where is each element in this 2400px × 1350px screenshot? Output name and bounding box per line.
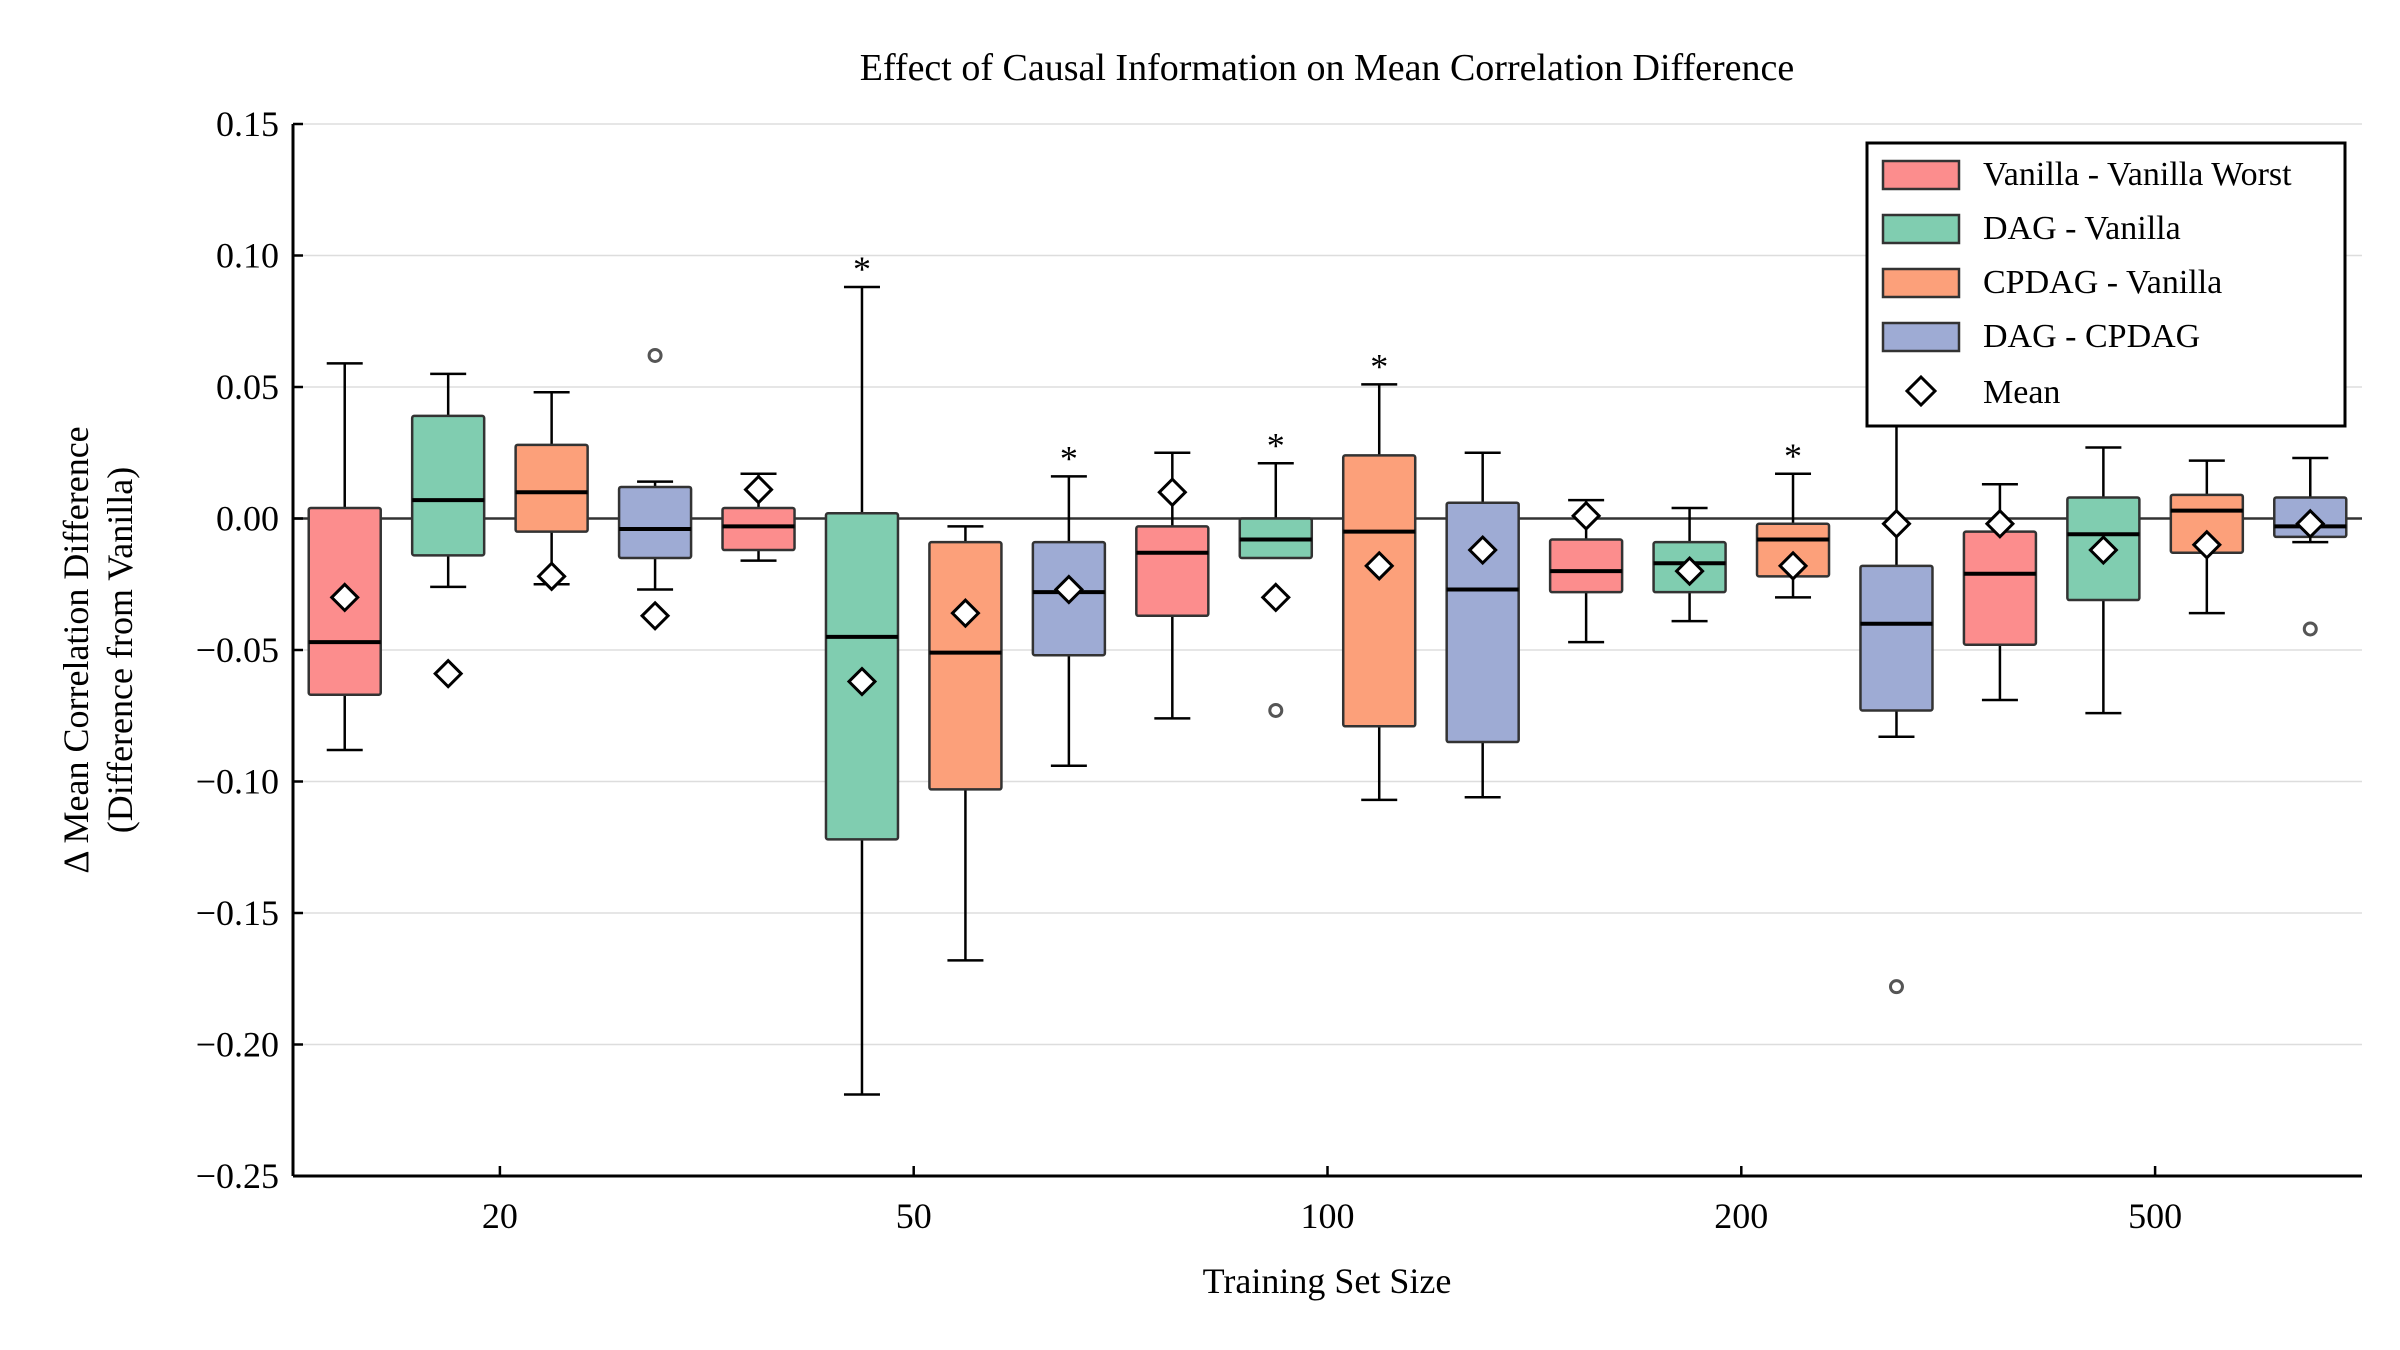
mean-marker — [1984, 508, 2016, 539]
box-100-dag-vanilla: * — [1238, 425, 1314, 718]
box-body — [1962, 530, 2038, 646]
legend-swatch — [1881, 321, 1961, 353]
x-tick-label: 20 — [482, 1196, 518, 1236]
y-tick-label: 0.15 — [216, 104, 279, 144]
significance-marker: * — [1060, 438, 1078, 478]
x-tick-label: 500 — [2128, 1196, 2182, 1236]
mean-marker — [2088, 534, 2119, 566]
box-20-dag-vanilla — [410, 372, 486, 689]
legend-mean-marker — [1904, 374, 1938, 408]
box-100-cpdag-vanilla: * — [1341, 346, 1417, 802]
significance-marker: * — [1370, 346, 1388, 386]
mean-marker — [2191, 529, 2222, 560]
outlier-point — [647, 347, 663, 363]
outlier-point — [1268, 702, 1284, 718]
y-tick-label: −0.10 — [196, 762, 279, 802]
box-body — [617, 485, 693, 560]
box-50-vanilla-vanilla-worst — [721, 472, 796, 562]
y-tick-label: 0.10 — [216, 236, 279, 276]
box-500-dag-vanilla — [2066, 446, 2141, 715]
y-tick-label: −0.25 — [196, 1156, 279, 1196]
significance-marker: * — [853, 249, 871, 289]
box-20-dag-cpdag — [617, 347, 693, 631]
legend-label: CPDAG - Vanilla — [1983, 264, 2222, 301]
box-body — [1445, 501, 1520, 744]
y-axis-label: Δ Mean Correlation Difference — [56, 426, 96, 873]
plot-area: * * * * * 0.15 0.10 0.05 0.00 −0.05 −0.10 −0.15 −0.2… — [196, 104, 2362, 1236]
mean-marker — [536, 561, 567, 592]
mean-marker — [1364, 550, 1395, 581]
outlier-point — [2302, 621, 2318, 637]
x-axis-label: Training Set Size — [1203, 1261, 1452, 1301]
box-500-vanilla-vanilla-worst — [1962, 483, 2038, 702]
y-tick-label: 0.05 — [216, 367, 279, 407]
mean-marker — [433, 658, 464, 689]
mean-marker — [743, 474, 774, 505]
box-body — [1859, 564, 1934, 712]
y-tick-label: 0.00 — [216, 499, 279, 539]
box-200-vanilla-vanilla-worst — [1548, 498, 1624, 644]
box-100-vanilla-vanilla-worst — [1135, 451, 1210, 720]
legend: Vanilla - Vanilla Worst DAG - Vanilla CPDA… — [1865, 141, 2347, 428]
mean-marker — [1571, 500, 1602, 531]
mean-marker — [2295, 508, 2326, 539]
x-tick-label: 200 — [1714, 1196, 1768, 1236]
box-50-cpdag-vanilla — [928, 525, 1003, 962]
legend-label: Vanilla - Vanilla Worst — [1983, 156, 2292, 193]
mean-marker — [1777, 550, 1809, 581]
box-200-cpdag-vanilla: * — [1755, 436, 1831, 599]
mean-marker — [1260, 582, 1291, 613]
box-50-dag-cpdag: * — [1031, 438, 1107, 767]
mean-marker — [1881, 508, 1912, 539]
legend-swatch — [1881, 213, 1961, 245]
box-20-vanilla-vanilla-worst — [307, 362, 382, 752]
y-tick-label: −0.05 — [196, 630, 279, 670]
mean-marker — [1467, 534, 1498, 566]
mean-marker — [1674, 555, 1705, 587]
significance-marker: * — [1267, 425, 1285, 465]
box-body — [928, 540, 1003, 791]
x-tick-label: 100 — [1301, 1196, 1355, 1236]
box-body — [410, 414, 486, 557]
outlier-point — [1888, 979, 1904, 995]
box-body — [514, 443, 589, 533]
box-body — [1135, 525, 1210, 618]
box-body — [1341, 454, 1417, 728]
legend-label-mean: Mean — [1983, 374, 2060, 411]
mean-marker — [846, 666, 878, 697]
box-500-dag-cpdag — [2273, 456, 2348, 637]
chart-title: Effect of Causal Information on Mean Cor… — [860, 47, 1795, 89]
mean-marker — [1053, 574, 1084, 605]
legend-label: DAG - Vanilla — [1983, 210, 2181, 247]
box-100-dag-cpdag — [1445, 451, 1520, 799]
legend-swatch — [1881, 267, 1961, 299]
significance-marker: * — [1784, 436, 1802, 476]
legend-swatch — [1881, 159, 1961, 191]
y-tick-label: −0.20 — [196, 1025, 279, 1065]
box-body — [721, 506, 796, 552]
box-200-dag-vanilla — [1652, 506, 1727, 623]
x-tick-label: 50 — [896, 1196, 932, 1236]
legend-label: DAG - CPDAG — [1983, 318, 2200, 355]
mean-marker — [639, 600, 671, 631]
box-50-dag-vanilla: * — [824, 249, 900, 1096]
y-tick-label: −0.15 — [196, 893, 279, 933]
box-body — [1548, 538, 1624, 594]
mean-marker — [329, 582, 360, 613]
y-axis-label-secondary: (Difference from Vanilla) — [100, 467, 140, 834]
box-20-cpdag-vanilla — [514, 391, 589, 592]
box-200-dag-cpdag — [1859, 412, 1934, 995]
mean-marker — [950, 598, 981, 629]
box-500-cpdag-vanilla — [2169, 459, 2245, 615]
mean-marker — [1157, 477, 1188, 508]
